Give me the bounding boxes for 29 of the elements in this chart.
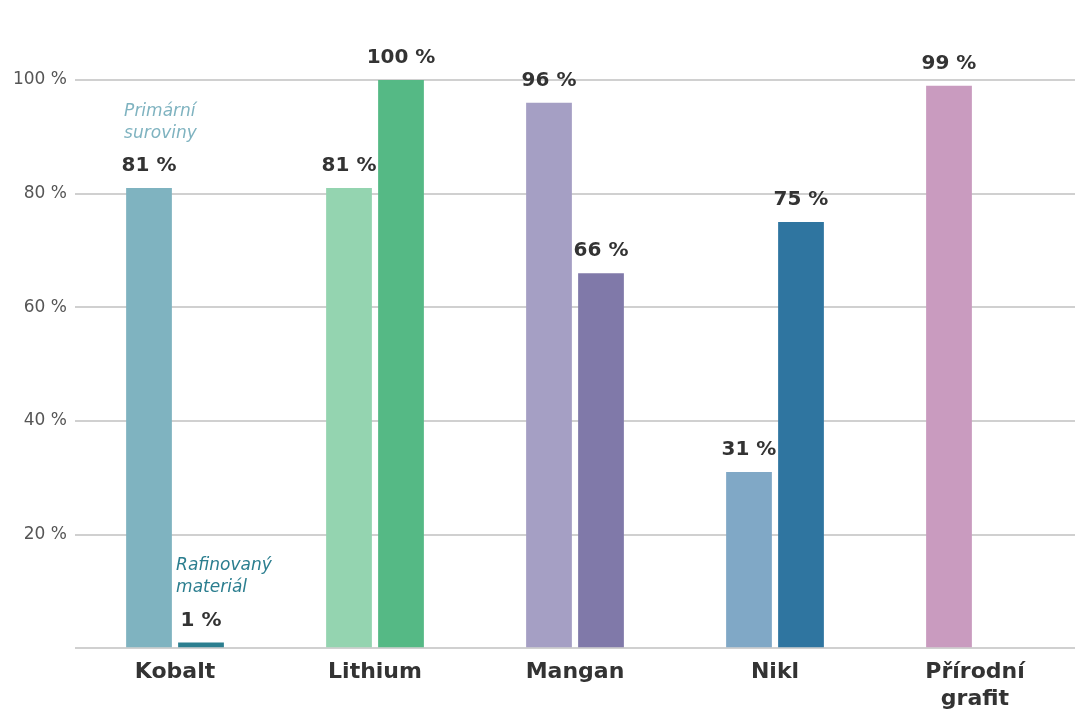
data-label: 99 %	[921, 49, 977, 74]
bar	[526, 102, 572, 648]
data-label: 96 %	[521, 66, 577, 91]
y-tick-label: 100 %	[12, 68, 67, 89]
y-tick-label: 20 %	[23, 522, 67, 543]
text: Primární suroviny	[124, 99, 198, 142]
bar	[378, 80, 424, 648]
bar	[778, 222, 824, 648]
x-tick-label: Přírodní grafit	[925, 658, 1027, 710]
data-label: 100 %	[366, 44, 436, 69]
x-tick-label: Nikl	[750, 658, 800, 684]
data-label: 31 %	[721, 436, 777, 461]
y-tick-label: 60 %	[23, 295, 67, 316]
bar	[926, 85, 972, 648]
bar	[578, 273, 624, 648]
data-label: 81 %	[321, 152, 377, 177]
x-tick-label: Mangan	[525, 658, 625, 684]
y-tick-label: 40 %	[23, 409, 67, 430]
data-label: 1 %	[180, 606, 222, 631]
bar	[726, 472, 772, 648]
text: Rafinovaný materiál	[176, 554, 273, 597]
bar	[126, 187, 172, 648]
y-tick-label: 80 %	[23, 182, 67, 203]
data-label: 75 %	[773, 186, 829, 211]
data-label: 81 %	[121, 152, 177, 177]
x-tick-label: Kobalt	[134, 658, 216, 684]
x-tick-label: Lithium	[328, 658, 422, 684]
bar	[326, 187, 372, 648]
data-label: 66 %	[573, 237, 629, 262]
